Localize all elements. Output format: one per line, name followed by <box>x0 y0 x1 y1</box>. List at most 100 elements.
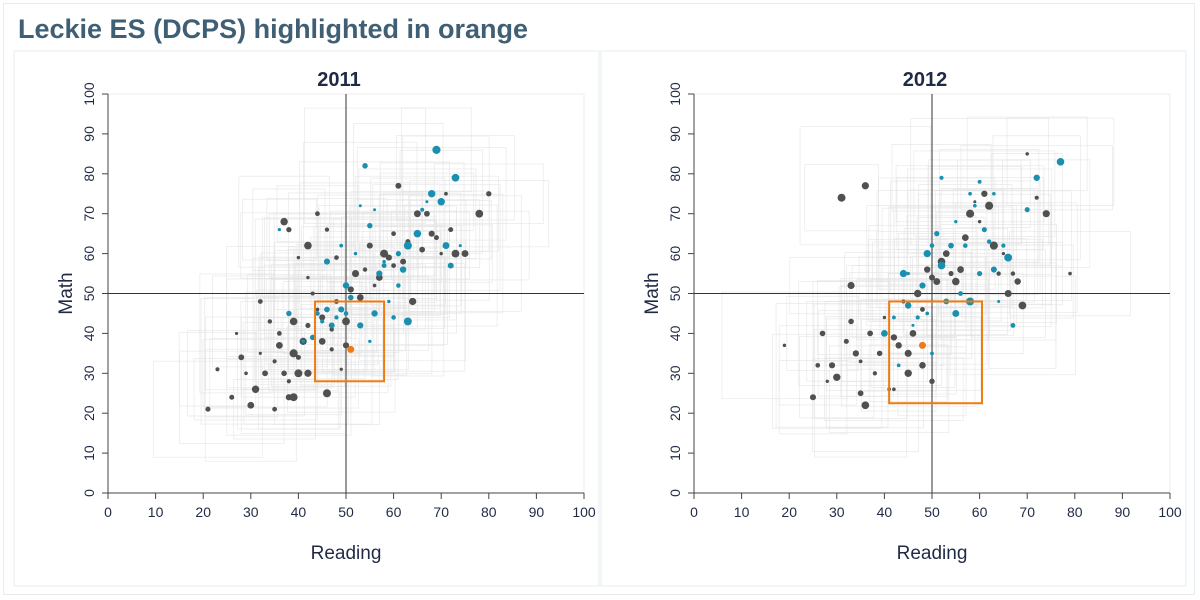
interval-box <box>260 295 366 380</box>
charter-point <box>909 330 917 337</box>
dcps-point <box>954 220 958 224</box>
dcps-point <box>1056 158 1065 166</box>
dcps-point <box>447 262 454 269</box>
dcps-point <box>309 334 316 341</box>
x-tick-label: 10 <box>734 504 750 520</box>
dcps-point <box>986 239 992 244</box>
dcps-point <box>915 315 920 320</box>
dcps-point <box>896 363 901 368</box>
interval-box <box>254 300 352 383</box>
dcps-point <box>1004 253 1013 262</box>
y-tick-label: 40 <box>81 325 97 341</box>
charter-point <box>847 281 855 290</box>
charter-point <box>920 307 925 312</box>
dcps-point <box>381 263 387 269</box>
charter-point <box>444 191 448 196</box>
interval-box <box>204 297 279 418</box>
y-tick-label: 0 <box>667 489 683 497</box>
interval-box <box>403 204 498 327</box>
dcps-point <box>937 261 946 270</box>
interval-box <box>846 265 990 370</box>
charter-point <box>286 227 292 233</box>
charter-point <box>310 291 315 296</box>
interval-box <box>1002 159 1091 268</box>
dcps-point <box>1001 243 1006 248</box>
charter-point <box>852 350 859 357</box>
interval-box <box>811 358 919 453</box>
interval-box <box>910 118 1049 246</box>
dcps-point <box>952 309 960 317</box>
dcps-point <box>432 145 441 154</box>
charter-point <box>1010 271 1016 276</box>
charter-point <box>973 200 977 204</box>
interval-box <box>209 338 359 409</box>
x-tick-label: 60 <box>972 504 988 520</box>
dcps-point <box>334 315 339 320</box>
charter-point <box>1025 152 1029 156</box>
chart-title: 2012 <box>903 69 948 91</box>
y-tick-label: 20 <box>81 405 97 421</box>
charter-point <box>985 201 994 210</box>
dcps-point <box>977 179 982 184</box>
dcps-point <box>320 319 325 324</box>
dcps-point <box>339 243 344 248</box>
dcps-point <box>1024 207 1030 213</box>
interval-box <box>396 135 515 221</box>
interval-box <box>992 135 1081 261</box>
x-tick-label: 0 <box>104 504 112 520</box>
x-tick-label: 90 <box>529 504 545 520</box>
interval-box <box>240 301 319 390</box>
dcps-point <box>315 311 320 316</box>
charter-point <box>819 330 826 337</box>
interval-box <box>153 360 263 458</box>
dcps-point <box>458 244 462 248</box>
dcps-point <box>968 191 972 196</box>
charter-point <box>329 327 334 332</box>
dcps-point <box>990 266 997 273</box>
dcps-point <box>396 283 401 288</box>
charter-point <box>419 246 426 253</box>
highlight-point <box>918 341 926 349</box>
x-tick-label: 20 <box>781 504 797 520</box>
dcps-point <box>981 227 987 233</box>
dcps-point <box>328 322 335 329</box>
interval-box <box>814 329 907 458</box>
charter-point <box>234 331 239 335</box>
dcps-point <box>358 204 362 208</box>
dcps-point <box>353 251 358 256</box>
charter-point <box>957 266 964 273</box>
charter-point <box>294 369 303 378</box>
interval-box <box>799 336 875 419</box>
charter-point <box>782 343 787 348</box>
interval-box <box>936 211 1052 328</box>
y-tick-label: 50 <box>667 286 683 302</box>
interval-box <box>379 172 475 231</box>
dcps-point <box>367 222 373 229</box>
y-tick-label: 30 <box>81 365 97 381</box>
charter-point <box>433 235 439 241</box>
charter-point <box>904 369 912 377</box>
charter-point <box>996 271 1001 276</box>
dcps-point <box>919 282 926 289</box>
dcps-point <box>301 339 306 344</box>
dcps-point <box>880 329 888 337</box>
interval-box <box>268 291 339 392</box>
dcps-point <box>277 228 281 232</box>
charter-point <box>304 241 312 250</box>
charter-point <box>861 401 870 410</box>
x-tick-label: 60 <box>386 504 402 520</box>
interval-box <box>242 198 317 261</box>
charter-point <box>281 370 287 377</box>
y-axis-label: Math <box>56 272 77 314</box>
x-tick-label: 50 <box>924 504 940 520</box>
interval-box <box>916 238 1043 309</box>
y-tick-label: 30 <box>667 365 683 381</box>
interval-box <box>350 256 447 315</box>
interval-box <box>938 202 1078 313</box>
y-tick-label: 80 <box>667 166 683 182</box>
highlight-point <box>347 345 355 353</box>
charter-point <box>272 359 277 364</box>
dcps-point <box>368 339 372 344</box>
y-tick-label: 100 <box>81 82 97 106</box>
y-tick-label: 90 <box>81 126 97 142</box>
